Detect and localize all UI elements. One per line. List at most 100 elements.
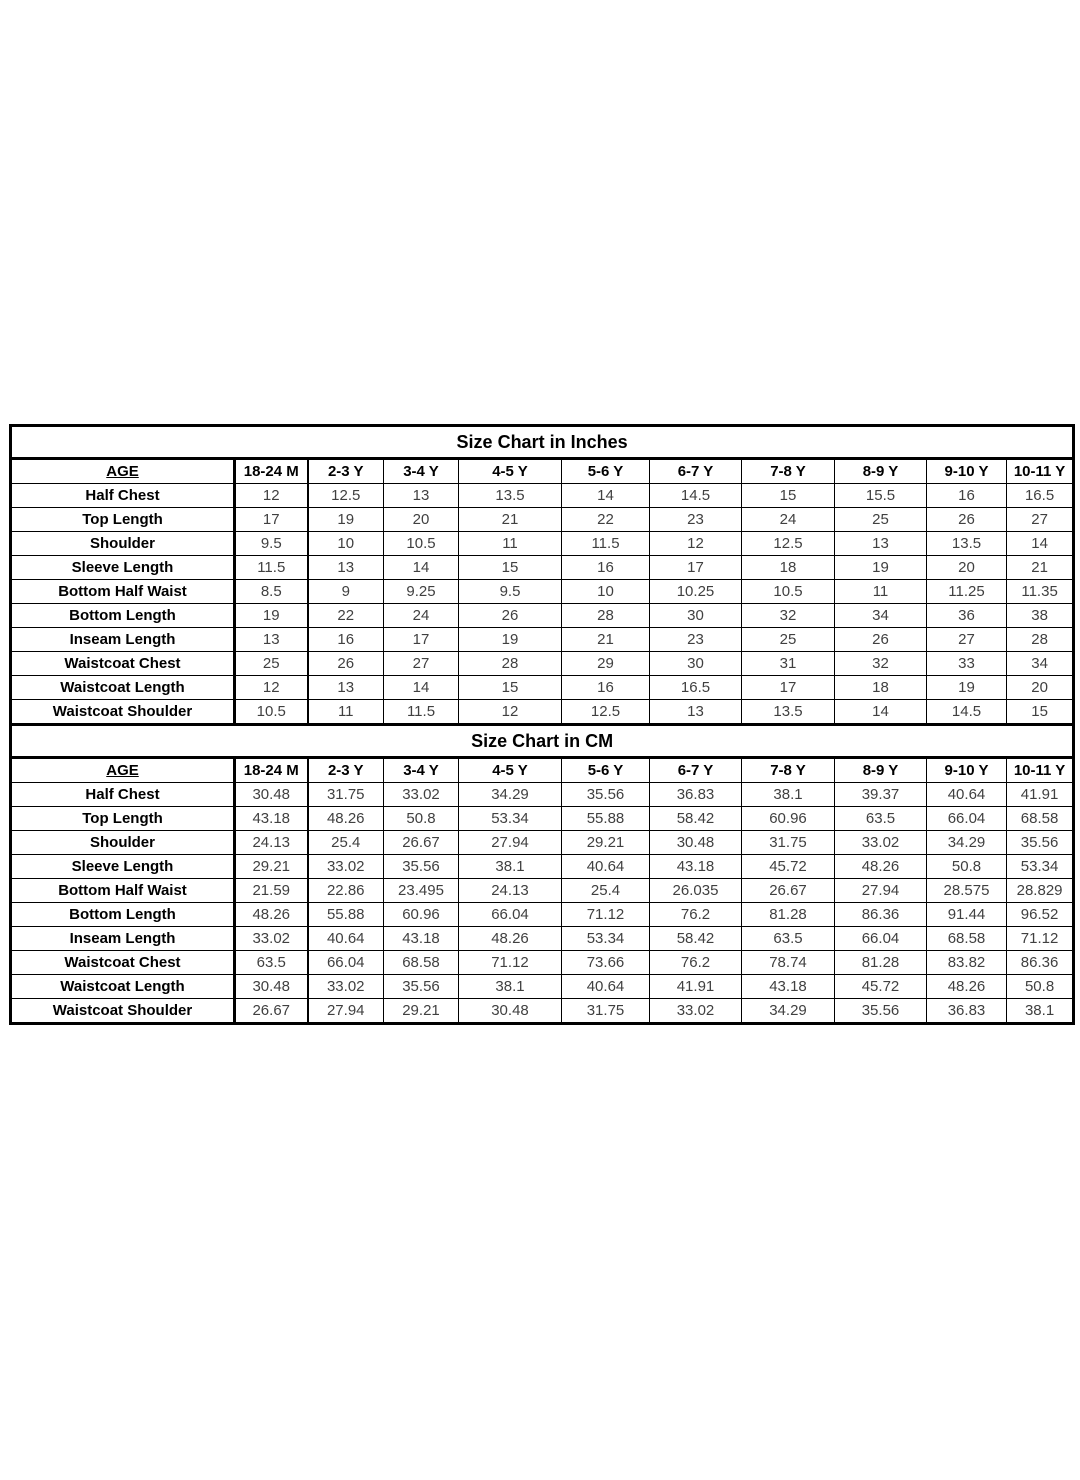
size-value-cell: 12: [234, 675, 309, 700]
measurement-label-cell: Half Chest: [10, 483, 236, 508]
size-column-header: 10-11 Y: [1005, 458, 1075, 484]
size-value-cell: 27: [1005, 507, 1075, 532]
size-value-cell: 9.5: [234, 531, 309, 556]
size-value-cell: 43.18: [234, 806, 309, 831]
size-value-cell: 26.67: [383, 830, 459, 855]
size-value-cell: 34: [1005, 651, 1075, 676]
size-value-cell: 43.18: [741, 974, 835, 999]
measurement-label-cell: Waistcoat Shoulder: [10, 998, 236, 1024]
size-value-cell: 11.5: [561, 531, 650, 556]
size-value-cell: 26: [307, 651, 384, 676]
size-value-cell: 68.58: [383, 950, 459, 975]
size-value-cell: 26: [458, 603, 562, 628]
size-value-cell: 14: [561, 483, 650, 508]
size-value-cell: 29.21: [561, 830, 650, 855]
size-value-cell: 63.5: [741, 926, 835, 951]
measurement-label-cell: Bottom Half Waist: [10, 579, 236, 604]
measurement-label-cell: Sleeve Length: [10, 854, 236, 879]
size-value-cell: 14: [834, 699, 927, 725]
size-value-cell: 81.28: [834, 950, 927, 975]
size-value-cell: 29.21: [234, 854, 309, 879]
size-value-cell: 15.5: [834, 483, 927, 508]
table-row: Inseam Length 33.02 40.64 43.18 48.26 53.34 58…: [10, 926, 1075, 951]
size-value-cell: 48.26: [307, 806, 384, 831]
measurement-label-cell: Bottom Half Waist: [10, 878, 236, 903]
size-value-cell: 16.5: [649, 675, 742, 700]
size-value-cell: 19: [234, 603, 309, 628]
size-value-cell: 35.56: [1005, 830, 1075, 855]
size-value-cell: 33.02: [234, 926, 309, 951]
size-value-cell: 40.64: [561, 854, 650, 879]
table-row: Bottom Length 48.26 55.88 60.96 66.04 71.12 76…: [10, 902, 1075, 927]
size-value-cell: 58.42: [649, 806, 742, 831]
table-row: Shoulder 24.13 25.4 26.67 27.94 29.21 30.48 31.…: [10, 830, 1075, 855]
size-value-cell: 36.83: [926, 998, 1007, 1024]
size-value-cell: 11.5: [383, 699, 459, 725]
table-row: Inseam Length 13 16 17 19 21 23 25 26 27 28: [10, 627, 1075, 652]
size-value-cell: 24.13: [458, 878, 562, 903]
size-value-cell: 55.88: [561, 806, 650, 831]
size-value-cell: 26.67: [234, 998, 309, 1024]
table-row: Waistcoat Chest 25 26 27 28 29 30 31 32 33 34: [10, 651, 1075, 676]
size-value-cell: 30: [649, 603, 742, 628]
size-value-cell: 25.4: [561, 878, 650, 903]
size-value-cell: 27: [383, 651, 459, 676]
measurement-label-cell: Top Length: [10, 806, 236, 831]
size-value-cell: 30.48: [649, 830, 742, 855]
size-column-header: 5-6 Y: [561, 458, 650, 484]
size-value-cell: 32: [741, 603, 835, 628]
size-value-cell: 12.5: [741, 531, 835, 556]
table-title-row: Size Chart in Inches: [10, 424, 1074, 460]
size-value-cell: 33: [926, 651, 1007, 676]
size-value-cell: 10.5: [383, 531, 459, 556]
size-value-cell: 25: [234, 651, 309, 676]
size-value-cell: 21: [458, 507, 562, 532]
size-value-cell: 16: [307, 627, 384, 652]
size-column-header: 8-9 Y: [834, 458, 927, 484]
size-value-cell: 13: [307, 675, 384, 700]
size-value-cell: 13.5: [741, 699, 835, 725]
size-value-cell: 13.5: [458, 483, 562, 508]
size-value-cell: 66.04: [926, 806, 1007, 831]
size-value-cell: 31.75: [307, 782, 384, 807]
size-value-cell: 22: [561, 507, 650, 532]
size-value-cell: 17: [234, 507, 309, 532]
size-value-cell: 10: [307, 531, 384, 556]
size-value-cell: 28.575: [926, 878, 1007, 903]
size-value-cell: 34.29: [458, 782, 562, 807]
measurement-label-cell: Inseam Length: [10, 627, 236, 652]
size-value-cell: 12.5: [561, 699, 650, 725]
size-value-cell: 40.64: [926, 782, 1007, 807]
table-title: Size Chart in Inches: [10, 424, 1074, 460]
size-value-cell: 25: [834, 507, 927, 532]
size-value-cell: 22: [307, 603, 384, 628]
size-value-cell: 25: [741, 627, 835, 652]
measurement-label-cell: Shoulder: [10, 531, 236, 556]
size-value-cell: 66.04: [458, 902, 562, 927]
size-value-cell: 78.74: [741, 950, 835, 975]
size-value-cell: 11.5: [234, 555, 309, 580]
size-value-cell: 24: [741, 507, 835, 532]
size-value-cell: 27.94: [834, 878, 927, 903]
size-value-cell: 20: [1005, 675, 1075, 700]
size-value-cell: 34.29: [926, 830, 1007, 855]
size-column-header: 6-7 Y: [649, 757, 742, 783]
size-column-header: 18-24 M: [234, 757, 309, 783]
size-value-cell: 26: [834, 627, 927, 652]
table-row: Top Length 43.18 48.26 50.8 53.34 55.88 58.42 6…: [10, 806, 1075, 831]
table-row: Bottom Length 19 22 24 26 28 30 32 34 36 38: [10, 603, 1075, 628]
size-value-cell: 23: [649, 627, 742, 652]
size-value-cell: 30.48: [234, 782, 309, 807]
table-title: Size Chart in CM: [10, 723, 1074, 759]
size-value-cell: 13: [307, 555, 384, 580]
size-column-header: 18-24 M: [234, 458, 309, 484]
size-value-cell: 48.26: [234, 902, 309, 927]
size-value-cell: 68.58: [1005, 806, 1075, 831]
table-row: Sleeve Length 29.21 33.02 35.56 38.1 40.64 43.…: [10, 854, 1075, 879]
size-value-cell: 21.59: [234, 878, 309, 903]
size-value-cell: 9.25: [383, 579, 459, 604]
size-value-cell: 86.36: [834, 902, 927, 927]
size-value-cell: 48.26: [834, 854, 927, 879]
size-value-cell: 28: [1005, 627, 1075, 652]
size-value-cell: 20: [926, 555, 1007, 580]
